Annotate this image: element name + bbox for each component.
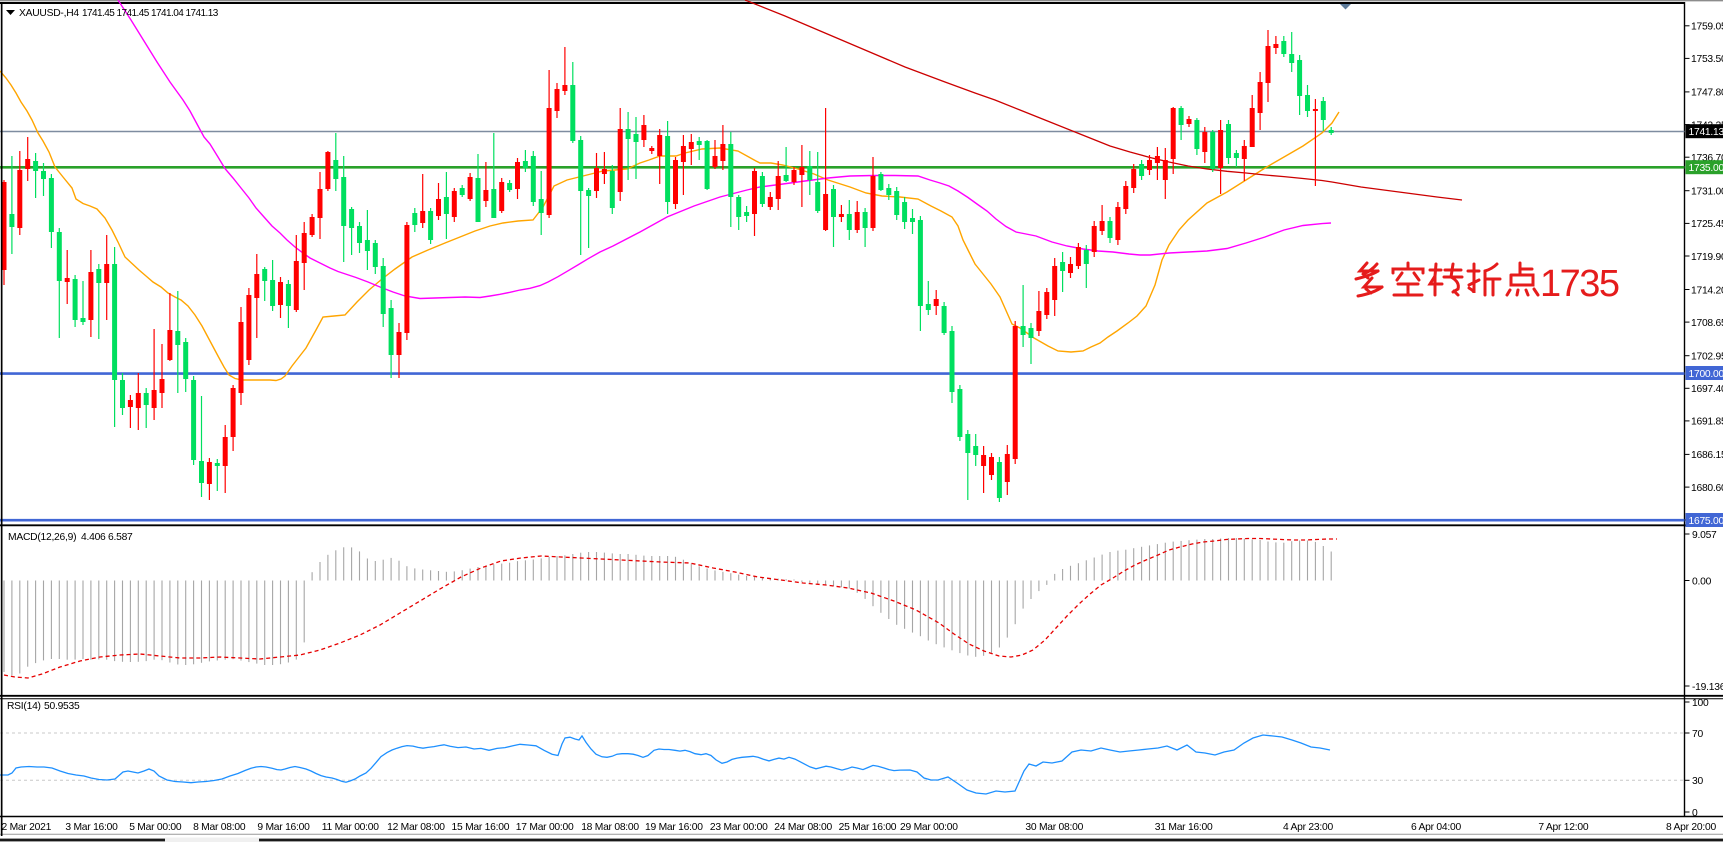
svg-text:8 Mar 08:00: 8 Mar 08:00 [193, 822, 246, 833]
svg-text:23 Mar 00:00: 23 Mar 00:00 [710, 822, 768, 833]
svg-text:0: 0 [1692, 808, 1698, 819]
svg-text:1691.85: 1691.85 [1691, 417, 1723, 428]
svg-text:17 Mar 00:00: 17 Mar 00:00 [516, 822, 574, 833]
svg-text:1735.00: 1735.00 [1689, 163, 1723, 174]
svg-text:MACD(12,26,9): MACD(12,26,9) [8, 532, 76, 543]
svg-text:6 Apr 04:00: 6 Apr 04:00 [1411, 822, 1461, 833]
svg-text:18 Mar 08:00: 18 Mar 08:00 [581, 822, 639, 833]
svg-text:30 Mar 08:00: 30 Mar 08:00 [1025, 822, 1083, 833]
svg-text:2 Mar 2021: 2 Mar 2021 [2, 822, 52, 833]
svg-text:1753.50: 1753.50 [1691, 54, 1723, 65]
svg-text:1747.80: 1747.80 [1691, 88, 1723, 99]
svg-text:19 Mar 16:00: 19 Mar 16:00 [645, 822, 703, 833]
svg-text:1735: 1735 [1540, 263, 1619, 305]
svg-text:3 Mar 16:00: 3 Mar 16:00 [65, 822, 118, 833]
svg-text:1675.00: 1675.00 [1689, 516, 1723, 527]
svg-text:6.587: 6.587 [108, 532, 133, 543]
svg-text:1686.15: 1686.15 [1691, 450, 1723, 461]
svg-text:1741.13: 1741.13 [1689, 127, 1723, 138]
svg-text:25 Mar 16:00: 25 Mar 16:00 [839, 822, 897, 833]
svg-text:0.00: 0.00 [1692, 577, 1712, 588]
svg-text:1725.45: 1725.45 [1691, 219, 1723, 230]
svg-text:8 Apr 20:00: 8 Apr 20:00 [1666, 822, 1716, 833]
svg-text:5 Mar 00:00: 5 Mar 00:00 [129, 822, 182, 833]
svg-text:1680.60: 1680.60 [1691, 483, 1723, 494]
svg-text:1702.95: 1702.95 [1691, 352, 1723, 363]
svg-text:100: 100 [1692, 698, 1709, 709]
svg-text:4 Apr 23:00: 4 Apr 23:00 [1283, 822, 1333, 833]
svg-text:1731.00: 1731.00 [1691, 187, 1723, 198]
svg-text:1714.20: 1714.20 [1691, 285, 1723, 296]
svg-text:1700.00: 1700.00 [1689, 369, 1723, 380]
svg-text:50.9535: 50.9535 [44, 701, 80, 712]
svg-text:29 Mar 00:00: 29 Mar 00:00 [900, 822, 958, 833]
svg-text:1741.45: 1741.45 [82, 8, 115, 19]
svg-text:12 Mar 08:00: 12 Mar 08:00 [387, 822, 445, 833]
svg-text:1741.04: 1741.04 [151, 8, 184, 19]
svg-text:15 Mar 16:00: 15 Mar 16:00 [452, 822, 510, 833]
svg-text:-19.136: -19.136 [1692, 682, 1723, 693]
svg-text:24 Mar 08:00: 24 Mar 08:00 [774, 822, 832, 833]
svg-text:7 Apr 12:00: 7 Apr 12:00 [1538, 822, 1588, 833]
svg-text:31 Mar 16:00: 31 Mar 16:00 [1155, 822, 1213, 833]
svg-text:1697.40: 1697.40 [1691, 384, 1723, 395]
svg-text:4.406: 4.406 [81, 532, 106, 543]
svg-text:1741.13: 1741.13 [186, 8, 219, 19]
svg-text:XAUUSD-,H4: XAUUSD-,H4 [19, 8, 79, 19]
svg-text:70: 70 [1692, 729, 1703, 740]
svg-text:30: 30 [1692, 776, 1703, 787]
svg-text:9.057: 9.057 [1692, 530, 1717, 541]
svg-text:1708.65: 1708.65 [1691, 318, 1723, 329]
svg-text:1719.90: 1719.90 [1691, 252, 1723, 263]
svg-text:11 Mar 00:00: 11 Mar 00:00 [322, 822, 379, 833]
svg-text:RSI(14): RSI(14) [7, 701, 41, 712]
svg-text:1759.05: 1759.05 [1691, 22, 1723, 33]
svg-text:9 Mar 16:00: 9 Mar 16:00 [257, 822, 310, 833]
svg-text:1741.45: 1741.45 [117, 8, 150, 19]
